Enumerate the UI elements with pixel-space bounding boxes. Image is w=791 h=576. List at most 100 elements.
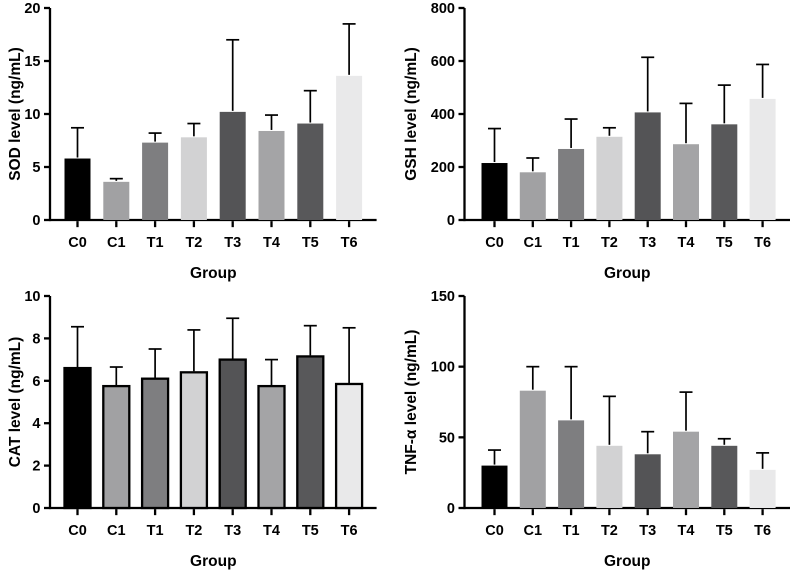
y-tick-label: 15: [24, 54, 40, 70]
bar-C0: [481, 163, 507, 220]
x-tick-label-T2: T2: [185, 235, 202, 251]
bar-T6: [749, 469, 776, 508]
y-tick-label: 6: [32, 374, 40, 390]
x-tick-label-T3: T3: [639, 523, 656, 539]
bar-T3: [634, 454, 661, 508]
bar-T5: [296, 355, 325, 510]
panel-cat-chart: 0 2 4 6 8 10 C0 C1 T1 T2 T3 T4 T5 T6 CAT level (ng/mL)…: [0, 288, 396, 576]
x-tick-label-T4: T4: [677, 523, 694, 539]
bar-T3: [218, 358, 247, 510]
bar-T2: [179, 371, 209, 510]
bar-T3: [634, 112, 661, 220]
y-tick-label: 0: [32, 213, 40, 229]
bar-T2: [595, 136, 622, 220]
y-tick-label: 50: [438, 430, 454, 446]
bar-C1: [102, 384, 131, 510]
x-tick-label-C1: C1: [523, 523, 542, 539]
bar-T1: [557, 148, 584, 220]
x-tick-label-T5: T5: [302, 235, 319, 251]
x-tick-label-T1: T1: [147, 235, 164, 251]
bar-T4: [672, 431, 699, 508]
x-tick-label-T6: T6: [754, 235, 771, 251]
bar-T4: [257, 384, 286, 510]
y-tick-label: 100: [430, 360, 454, 376]
x-tick-label-C1: C1: [523, 235, 542, 251]
y-tick-label: 5: [32, 160, 40, 176]
y-axis-title: TNF-α level (ng/mL): [403, 330, 420, 475]
y-tick-label: 600: [430, 54, 454, 70]
x-tick-label-C0: C0: [68, 523, 87, 539]
x-tick-label-T6: T6: [341, 523, 358, 539]
y-tick-label: 2: [32, 459, 40, 475]
bar-C0: [63, 366, 92, 510]
y-tick-label: 10: [24, 289, 40, 305]
x-tick-label-T4: T4: [263, 523, 280, 539]
bar-T4: [672, 144, 699, 220]
x-tick-label-T1: T1: [562, 235, 579, 251]
bar-C1: [519, 390, 546, 508]
y-tick-label: 400: [430, 107, 454, 123]
x-tick-label-T5: T5: [715, 523, 732, 539]
bar-T1: [140, 377, 170, 510]
x-tick-label-T3: T3: [224, 523, 241, 539]
sod-chart: 0 5 10 15 20 C0 C1 T1 T2 T3 T4 T5 T6 SOD level (ng/mL…: [7, 1, 377, 282]
gsh-chart: 0 200 400 600 800 C0 C1 T1 T2 T3 T4 T5 T6 GSH level (…: [403, 1, 790, 282]
cat-chart: 0 2 4 6 8 10 C0 C1 T1 T2 T3 T4 T5 T6 CAT level (ng/mL)…: [7, 289, 377, 570]
y-tick-label: 20: [24, 1, 40, 17]
y-tick-label: 800: [430, 1, 454, 17]
bar-T2: [180, 137, 207, 220]
x-tick-label-T4: T4: [677, 235, 694, 251]
x-tick-label-C1: C1: [107, 523, 126, 539]
x-tick-label-T3: T3: [224, 235, 241, 251]
bar-T6: [749, 98, 776, 220]
y-tick-label: 200: [430, 160, 454, 176]
x-tick-label-T1: T1: [147, 523, 164, 539]
bar-T5: [710, 445, 737, 508]
x-tick-label-T6: T6: [754, 523, 771, 539]
y-tick-label: 0: [446, 213, 454, 229]
x-tick-label-T5: T5: [715, 235, 732, 251]
bar-T1: [557, 420, 584, 508]
x-tick-label-C0: C0: [485, 523, 504, 539]
y-axis-title: CAT level (ng/mL): [7, 337, 24, 468]
x-axis-title: Group: [190, 553, 237, 570]
x-tick-label-C0: C0: [68, 235, 87, 251]
x-tick-label-T2: T2: [600, 523, 617, 539]
y-tick-label: 10: [24, 107, 40, 123]
bar-T2: [595, 445, 622, 508]
x-tick-label-T6: T6: [341, 235, 358, 251]
x-tick-label-T1: T1: [562, 523, 579, 539]
x-tick-label-T4: T4: [263, 235, 280, 251]
bar-T4: [258, 130, 285, 220]
bar-T5: [297, 123, 324, 220]
y-axis-title: GSH level (ng/mL): [403, 47, 420, 181]
y-tick-label: 4: [32, 416, 40, 432]
x-tick-label-T5: T5: [302, 523, 319, 539]
panel-gsh-chart: 0 200 400 600 800 C0 C1 T1 T2 T3 T4 T5 T6 GSH level (…: [396, 0, 791, 288]
bar-C1: [519, 172, 546, 220]
y-axis-title: SOD level (ng/mL): [7, 47, 24, 181]
x-axis-title: Group: [604, 265, 651, 282]
bar-C0: [481, 465, 507, 508]
bar-C0: [64, 158, 91, 220]
x-tick-label-T3: T3: [639, 235, 656, 251]
x-tick-label-C1: C1: [107, 235, 126, 251]
y-tick-label: 150: [430, 289, 454, 305]
bar-T5: [710, 124, 737, 220]
panel-sod-chart: 0 5 10 15 20 C0 C1 T1 T2 T3 T4 T5 T6 SOD level (ng/mL…: [0, 0, 396, 288]
x-tick-label-T2: T2: [600, 235, 617, 251]
x-tick-label-T2: T2: [185, 523, 202, 539]
bar-T3: [219, 111, 246, 220]
bar-T6: [334, 382, 364, 510]
tnf-chart: 0 50 100 150 C0 C1 T1 T2 T3 T4 T5 T6 TNF-α level (ng…: [403, 289, 790, 570]
x-axis-title: Group: [190, 265, 237, 282]
y-tick-label: 0: [32, 501, 40, 517]
x-axis-title: Group: [604, 553, 651, 570]
x-tick-label-C0: C0: [485, 235, 504, 251]
y-tick-label: 8: [32, 331, 40, 347]
bar-T6: [336, 75, 363, 220]
panel-tnf-chart: 0 50 100 150 C0 C1 T1 T2 T3 T4 T5 T6 TNF-α level (ng…: [396, 288, 791, 576]
bar-C1: [103, 181, 130, 220]
bar-T1: [142, 142, 169, 220]
